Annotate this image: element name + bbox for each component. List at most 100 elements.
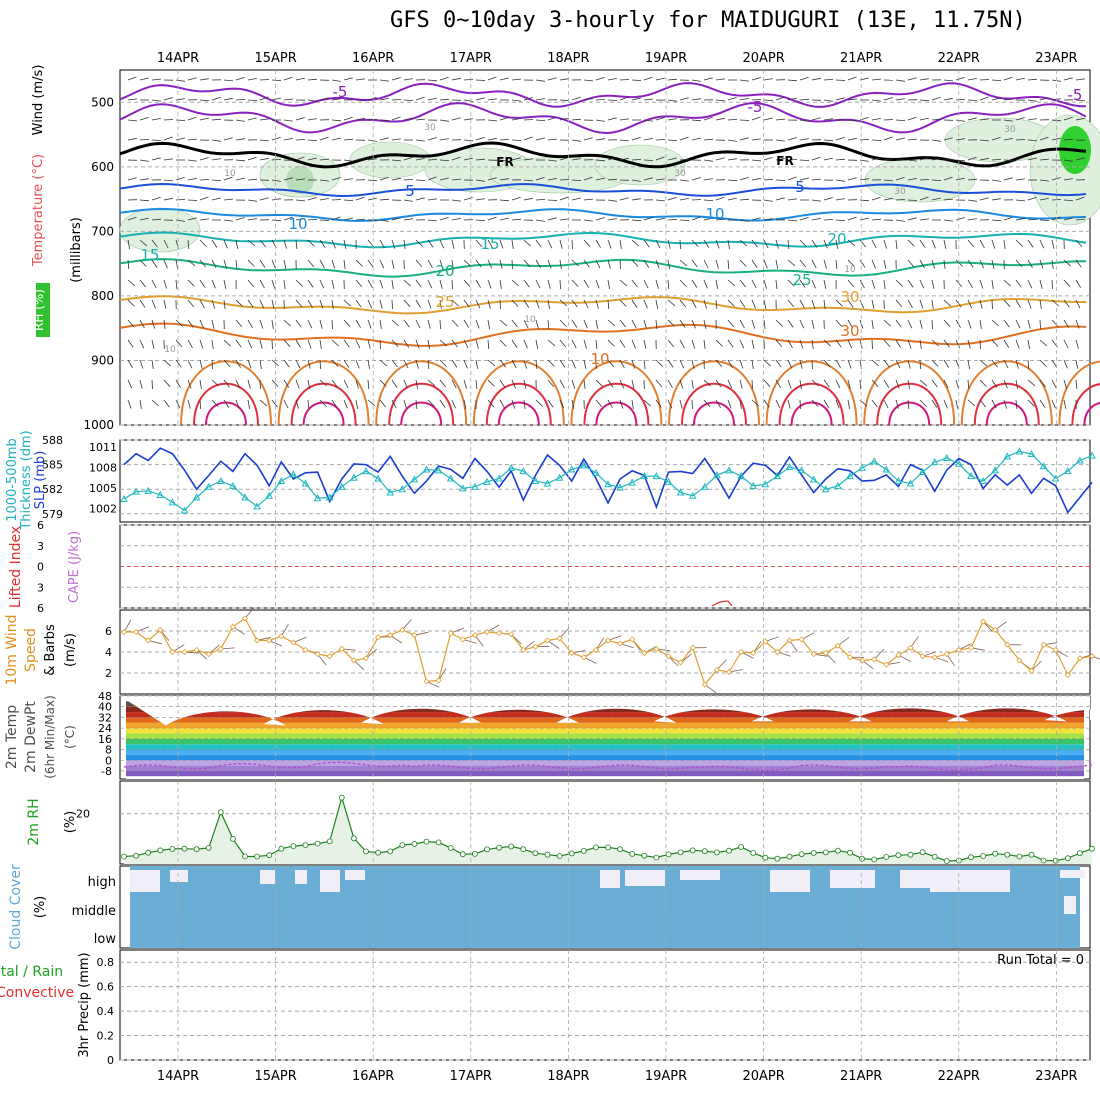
wind-barb <box>967 156 977 161</box>
wind-barb <box>451 299 459 307</box>
wind-barb <box>1039 279 1043 289</box>
wind-barb <box>391 159 402 162</box>
wind-barb <box>151 379 153 390</box>
temp-band <box>126 733 1084 739</box>
wind-barb <box>1063 359 1068 369</box>
wind-barb <box>439 159 450 161</box>
wind-barb <box>391 339 399 347</box>
wind-barb <box>199 99 210 102</box>
panel-label-rh2m: 2m RH <box>26 798 42 845</box>
wind-barb <box>1003 379 1008 389</box>
wind-barb <box>583 319 588 329</box>
wind-barb <box>895 137 905 141</box>
rh-point <box>701 848 708 855</box>
wind-barb <box>163 399 170 408</box>
wind-barb <box>703 239 710 248</box>
rh-point <box>895 852 902 859</box>
contour-label: -5 <box>333 83 348 101</box>
rh-point <box>883 854 890 860</box>
wind-barb <box>163 197 173 201</box>
wind-barb <box>751 159 762 162</box>
wind-barb <box>487 177 497 181</box>
wind-barb <box>199 117 209 121</box>
wind-barb <box>343 299 351 307</box>
wind-barb <box>259 96 269 101</box>
wind-barb <box>619 118 629 121</box>
wind-barb <box>787 79 798 82</box>
wind10-point <box>362 655 370 662</box>
wind-barb <box>643 138 653 141</box>
wind-barb <box>403 239 406 249</box>
wind-barb <box>775 239 779 249</box>
wind10-point <box>883 661 890 668</box>
wind-barb <box>511 399 516 409</box>
rh-point <box>242 853 248 860</box>
wind-barb <box>343 259 346 269</box>
wind-barb <box>331 119 342 122</box>
wind-barb <box>439 98 450 101</box>
wind10-point <box>738 648 745 656</box>
wind-barb <box>991 159 1002 161</box>
wind10-point <box>447 630 454 637</box>
thickness-point <box>846 472 854 480</box>
wind-barb <box>823 239 828 249</box>
wind-barb <box>955 138 965 141</box>
thickness-point <box>265 491 274 499</box>
wind-barb <box>559 196 569 201</box>
wind-barb <box>679 279 687 287</box>
wind-barb <box>1075 319 1080 329</box>
wind-barb <box>199 399 201 410</box>
wind-barb <box>163 319 166 329</box>
wind-barb <box>391 116 401 121</box>
wind-barb <box>919 239 926 248</box>
wind-barb <box>811 156 821 161</box>
wind-barb <box>1063 138 1074 141</box>
wind-barb <box>883 319 891 327</box>
rh-point <box>205 845 212 851</box>
contour-bulb <box>790 401 833 426</box>
wind10-point <box>169 648 176 656</box>
wind-barb <box>979 259 985 269</box>
wind-barb <box>499 117 509 121</box>
wind-barb <box>883 359 890 368</box>
wind-barb <box>883 379 890 388</box>
wind-barb <box>283 177 293 181</box>
contour-bulb <box>1083 402 1100 426</box>
wind-barb <box>127 399 132 409</box>
contour-bulb <box>375 360 468 426</box>
wind-barb <box>571 239 573 250</box>
wind-barb <box>967 78 977 81</box>
wind-barb <box>1027 239 1034 248</box>
day-label-bottom: 16APR <box>352 1069 394 1084</box>
wind-barb <box>211 379 219 387</box>
rh-point <box>1004 851 1011 858</box>
wind-barb <box>1051 137 1061 141</box>
wind-barb <box>691 279 698 288</box>
wind-barb <box>739 98 749 101</box>
wind-barb <box>187 379 192 389</box>
wind-barb <box>331 299 334 309</box>
thickness-point <box>1063 467 1072 475</box>
wind-barb <box>535 239 542 248</box>
wind10-point <box>241 615 249 622</box>
wind-barb <box>427 159 438 161</box>
wind-barb <box>235 77 245 81</box>
wind-barb <box>235 177 245 181</box>
wind-barb <box>127 76 137 81</box>
wind-barb <box>355 399 359 409</box>
wind-barb <box>643 177 653 181</box>
wind-barb <box>583 239 591 247</box>
wind10-barb <box>668 655 679 667</box>
contour-bulb <box>765 360 858 426</box>
wind-barb <box>559 239 563 249</box>
wind-barb <box>655 156 665 161</box>
wind-barb <box>1051 299 1059 307</box>
wind-barb <box>139 259 147 267</box>
wind-barb <box>967 379 970 390</box>
wind-barb <box>727 239 730 249</box>
wind10-point <box>423 678 430 685</box>
wind-barb <box>439 239 445 249</box>
wind-barb <box>835 179 845 182</box>
wind-barb <box>379 319 382 329</box>
wind-barb <box>163 279 167 289</box>
